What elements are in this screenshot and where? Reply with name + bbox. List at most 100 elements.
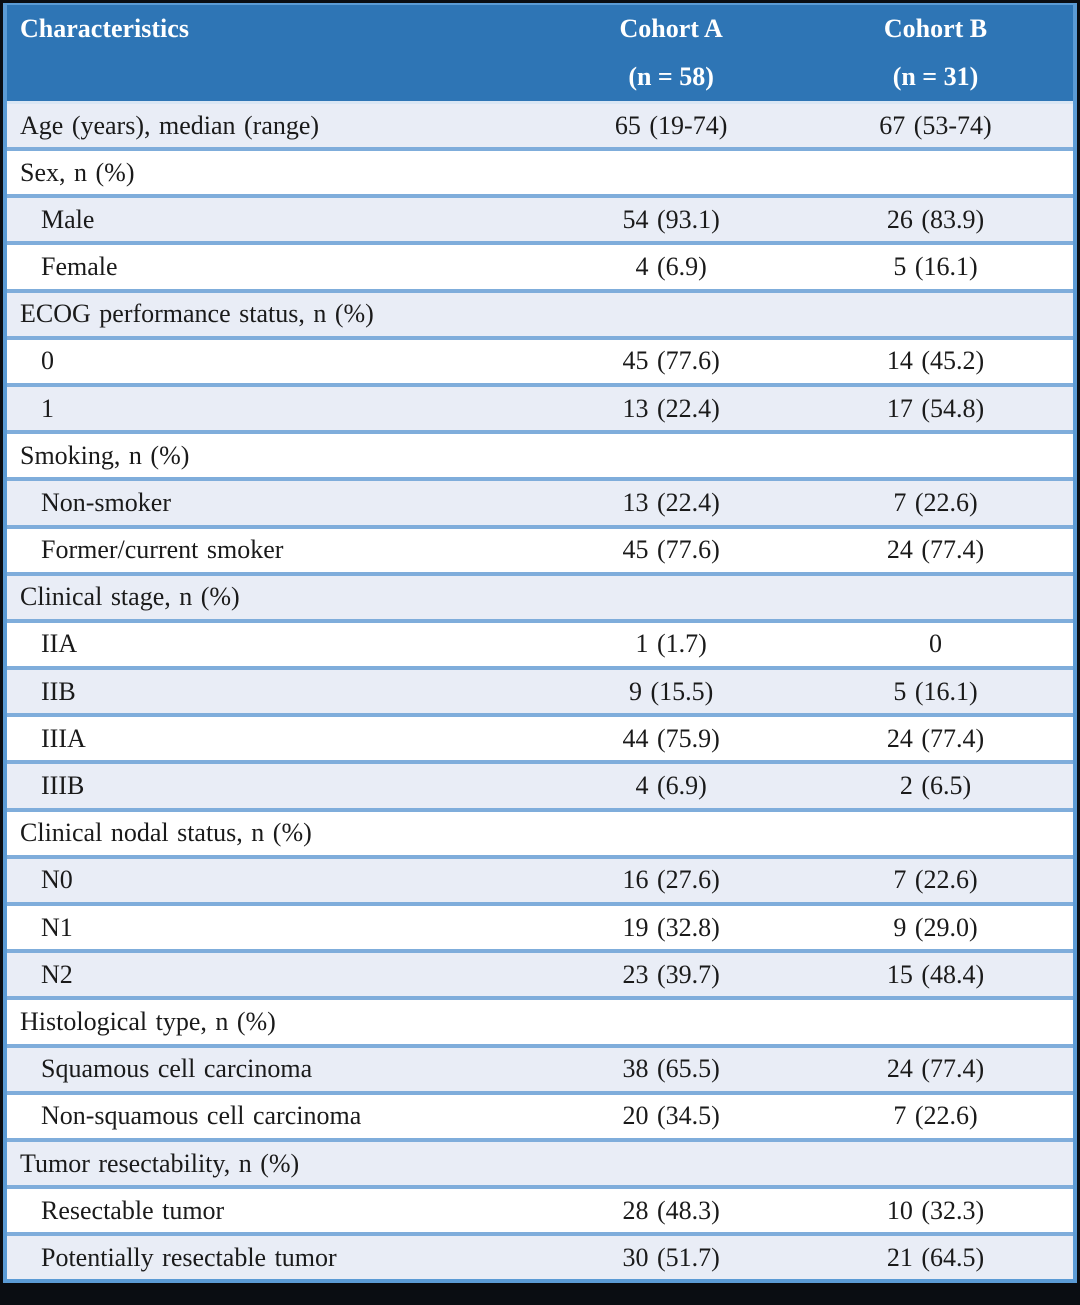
table-row: Female 4 (6.9) 5 (16.1): [7, 241, 1073, 291]
table-row: IIA 1 (1.7) 0: [7, 618, 1073, 669]
table-row: Non-squamous cell carcinoma 20 (34.5) 7 (2…: [7, 1090, 1073, 1140]
cohort-a-value: 1 (1.7): [544, 618, 798, 669]
row-label: Potentially resectable tumor: [7, 1232, 545, 1279]
cohort-b-value: 15 (48.4): [797, 949, 1073, 999]
row-label: Non-smoker: [7, 477, 545, 527]
table-row: 0 45 (77.6) 14 (45.2): [7, 335, 1073, 385]
cohort-b-value: 24 (77.4): [797, 1043, 1073, 1093]
table-row: Non-smoker 13 (22.4) 7 (22.6): [7, 477, 1073, 527]
cohort-b-value: 5 (16.1): [797, 241, 1073, 291]
cohort-a-value: [544, 996, 798, 1046]
header-row: Characteristics Cohort A (n = 58) Cohort…: [7, 5, 1073, 103]
table-row: Resectable tumor 28 (48.3) 10 (32.3): [7, 1185, 1073, 1235]
cohort-a-value: 28 (48.3): [544, 1185, 798, 1235]
cohort-b-value: 5 (16.1): [797, 666, 1073, 716]
header-cohort-b-n: (n = 31): [892, 62, 979, 91]
cohort-a-value: 4 (6.9): [544, 760, 798, 810]
row-label: IIA: [7, 618, 545, 669]
cohort-a-value: [544, 807, 798, 857]
table-row: IIIA 44 (75.9) 24 (77.4): [7, 713, 1073, 763]
cohort-a-value: 45 (77.6): [544, 335, 798, 385]
row-label: IIIA: [7, 713, 545, 763]
cohort-a-value: 13 (22.4): [544, 382, 798, 433]
table-row: N0 16 (27.6) 7 (22.6): [7, 854, 1073, 904]
cohort-b-value: 2 (6.5): [797, 760, 1073, 810]
row-label: Male: [7, 194, 545, 244]
row-label: Histological type, n (%): [7, 996, 545, 1046]
cohort-b-value: [797, 288, 1073, 338]
cohort-b-value: [797, 1137, 1073, 1188]
row-label: IIB: [7, 666, 545, 716]
cohort-a-value: 65 (19-74): [544, 101, 798, 149]
row-label: N2: [7, 949, 545, 999]
header-characteristics: Characteristics: [7, 5, 545, 103]
table-row: Clinical nodal status, n (%): [7, 807, 1073, 857]
cohort-a-value: 23 (39.7): [544, 949, 798, 999]
cohort-a-value: 38 (65.5): [544, 1043, 798, 1093]
table-row: Sex, n (%): [7, 146, 1073, 197]
row-label: Smoking, n (%): [7, 430, 545, 480]
cohort-b-value: 7 (22.6): [797, 854, 1073, 904]
row-label: 0: [7, 335, 545, 385]
cohort-b-value: [797, 146, 1073, 197]
cohort-b-value: 21 (64.5): [797, 1232, 1073, 1279]
table-row: Clinical stage, n (%): [7, 571, 1073, 621]
header-characteristics-label: Characteristics: [20, 14, 189, 43]
cohort-a-value: 30 (51.7): [544, 1232, 798, 1279]
row-label: Clinical nodal status, n (%): [7, 807, 545, 857]
cohort-b-value: 7 (22.6): [797, 477, 1073, 527]
table-row: Squamous cell carcinoma 38 (65.5) 24 (77.4…: [7, 1043, 1073, 1093]
row-label: Former/current smoker: [7, 524, 545, 574]
cohort-a-value: 20 (34.5): [544, 1090, 798, 1140]
table-border: Characteristics Cohort A (n = 58) Cohort…: [3, 3, 1077, 1283]
row-label: Squamous cell carcinoma: [7, 1043, 545, 1093]
cohort-b-value: 9 (29.0): [797, 901, 1073, 952]
table-row: Tumor resectability, n (%): [7, 1137, 1073, 1188]
cohort-a-value: 9 (15.5): [544, 666, 798, 716]
row-label: N1: [7, 901, 545, 952]
row-label: Female: [7, 241, 545, 291]
row-label: N0: [7, 854, 545, 904]
header-cohort-a-title: Cohort A: [619, 14, 723, 43]
table-row: Histological type, n (%): [7, 996, 1073, 1046]
table-row: IIB 9 (15.5) 5 (16.1): [7, 666, 1073, 716]
cohort-b-value: 0: [797, 618, 1073, 669]
header-cohort-a-n: (n = 58): [628, 62, 714, 91]
cohort-b-value: [797, 571, 1073, 621]
cohort-a-value: 4 (6.9): [544, 241, 798, 291]
table-row: IIIB 4 (6.9) 2 (6.5): [7, 760, 1073, 810]
cohort-b-value: 24 (77.4): [797, 713, 1073, 763]
cohort-a-value: 13 (22.4): [544, 477, 798, 527]
cohort-b-value: [797, 430, 1073, 480]
row-label: Resectable tumor: [7, 1185, 545, 1235]
cohort-a-value: [544, 288, 798, 338]
table-row: ECOG performance status, n (%): [7, 288, 1073, 338]
header-cohort-b-title: Cohort B: [883, 14, 988, 43]
table-row: Age (years), median (range) 65 (19-74) 67 …: [7, 101, 1073, 149]
cohort-b-value: 14 (45.2): [797, 335, 1073, 385]
row-label: Age (years), median (range): [7, 101, 545, 149]
row-label: Tumor resectability, n (%): [7, 1137, 545, 1188]
table-body: Age (years), median (range) 65 (19-74) 67 …: [7, 101, 1073, 1279]
row-label: Sex, n (%): [7, 146, 545, 197]
cohort-b-value: 7 (22.6): [797, 1090, 1073, 1140]
cohort-a-value: [544, 1137, 798, 1188]
table-row: N1 19 (32.8) 9 (29.0): [7, 901, 1073, 952]
cohort-b-value: [797, 807, 1073, 857]
cohort-b-value: 24 (77.4): [797, 524, 1073, 574]
row-label: 1: [7, 382, 545, 433]
cohort-a-value: 19 (32.8): [544, 901, 798, 952]
cohort-b-value: 10 (32.3): [797, 1185, 1073, 1235]
row-label: Clinical stage, n (%): [7, 571, 545, 621]
header-cohort-a: Cohort A (n = 58): [544, 5, 798, 103]
row-label: ECOG performance status, n (%): [7, 288, 545, 338]
row-label: IIIB: [7, 760, 545, 810]
cohort-a-value: [544, 146, 798, 197]
cohort-b-value: [797, 996, 1073, 1046]
cohort-a-value: 44 (75.9): [544, 713, 798, 763]
table-row: N2 23 (39.7) 15 (48.4): [7, 949, 1073, 999]
characteristics-table: Characteristics Cohort A (n = 58) Cohort…: [7, 5, 1073, 1279]
table-row: Male 54 (93.1) 26 (83.9): [7, 194, 1073, 244]
row-label: Non-squamous cell carcinoma: [7, 1090, 545, 1140]
